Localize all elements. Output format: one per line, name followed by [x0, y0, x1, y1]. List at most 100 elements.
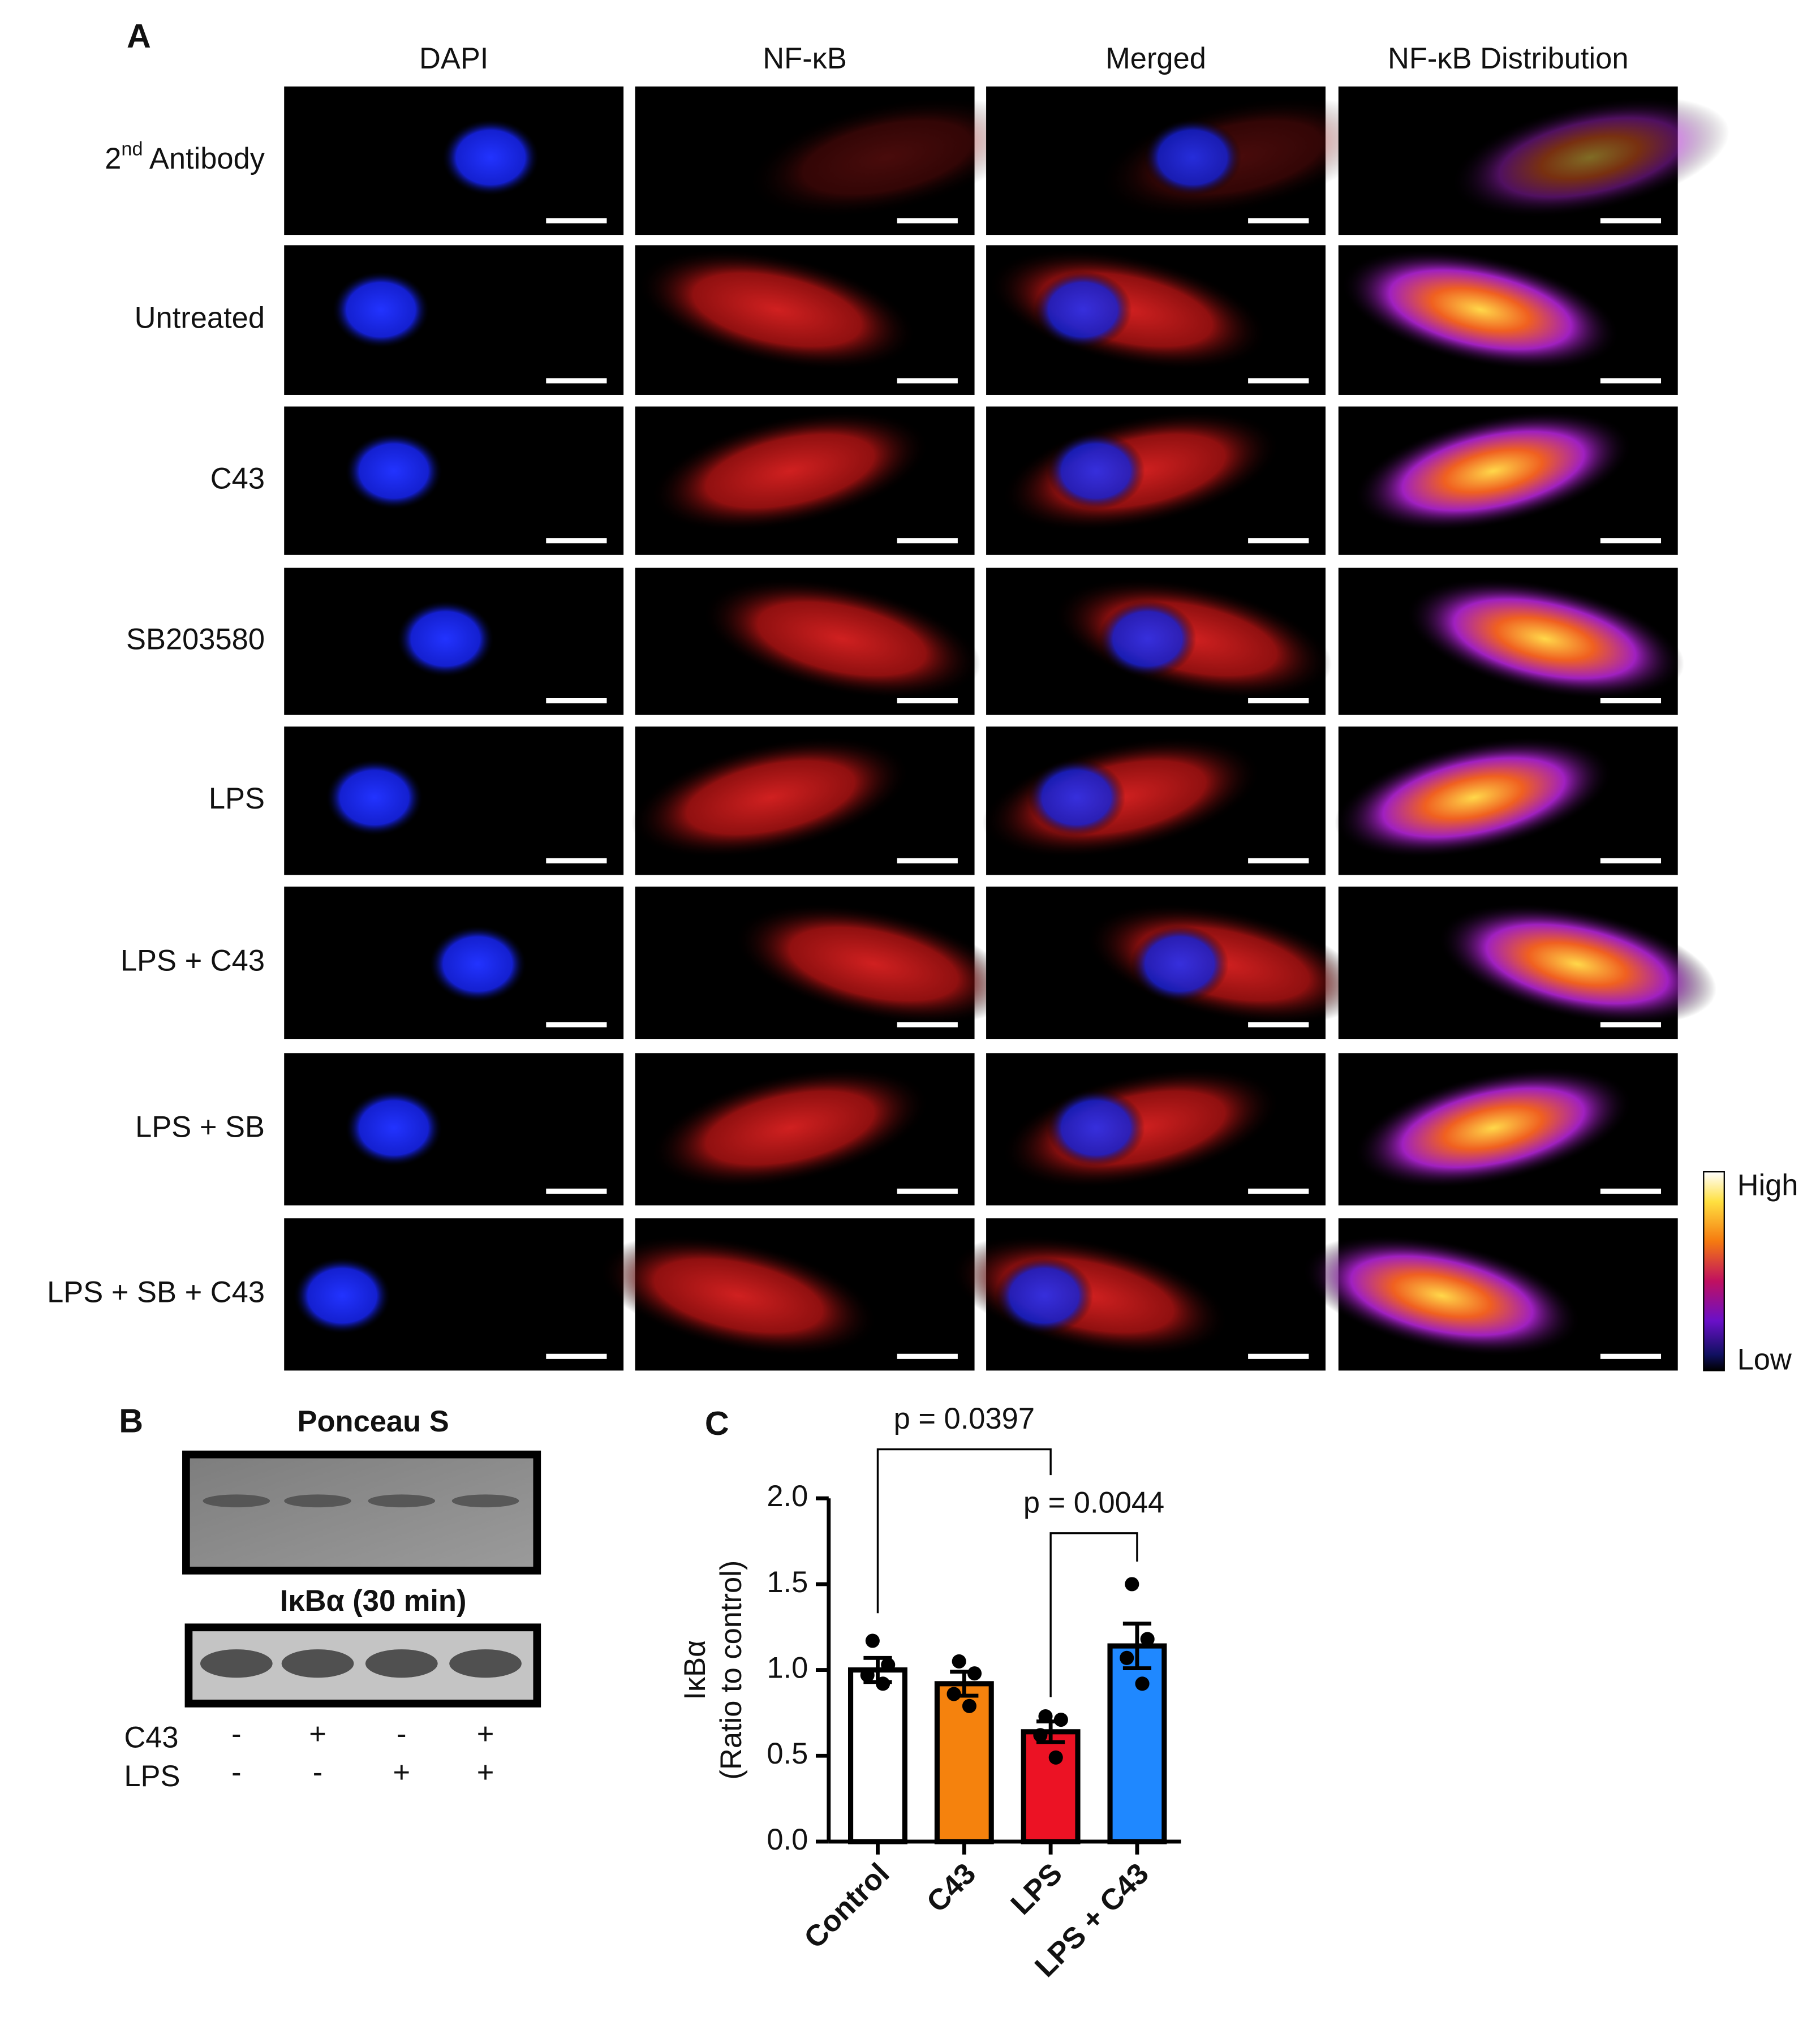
nucleus: [1034, 271, 1132, 349]
condition-sign: +: [393, 1756, 410, 1789]
cell-body: [1354, 410, 1633, 532]
cell-body: [1451, 97, 1729, 218]
micrograph: [284, 86, 624, 235]
micrograph: [1338, 245, 1678, 395]
nucleus: [995, 1257, 1094, 1335]
micrograph: [950, 1218, 1326, 1371]
micrograph: [1338, 406, 1678, 555]
micrograph: [284, 1218, 624, 1371]
blot-title: Ponceau S: [298, 1405, 449, 1438]
data-point: [1135, 1676, 1150, 1691]
nucleus: [428, 925, 527, 1003]
band: [200, 1649, 273, 1678]
cell-body: [1341, 249, 1620, 371]
nucleus: [332, 271, 430, 349]
data-point: [1053, 1713, 1068, 1727]
micrograph: [635, 1053, 975, 1206]
micrograph: [631, 726, 975, 875]
cell-body: [599, 1235, 878, 1357]
nucleus: [293, 1257, 391, 1335]
nucleus: [1047, 432, 1145, 510]
micrograph: [986, 1053, 1326, 1206]
data-point: [1038, 1709, 1053, 1724]
blot-title: IκBα (30 min): [280, 1585, 467, 1618]
micrograph: [1335, 726, 1678, 875]
row-label: LPS + C43: [121, 944, 265, 977]
row-label: LPS + SB + C43: [47, 1276, 265, 1309]
column-header: DAPI: [419, 42, 488, 75]
condition-sign: -: [313, 1756, 322, 1789]
data-point: [946, 1687, 961, 1701]
micrograph: [284, 406, 624, 555]
row-label: Untreated: [135, 302, 265, 335]
significance-label: p = 0.0397: [894, 1403, 1035, 1435]
band: [451, 1494, 519, 1508]
micrograph: [1338, 567, 1684, 715]
micrograph: [986, 406, 1326, 555]
band: [281, 1649, 354, 1678]
data-point: [865, 1633, 880, 1648]
bar: [934, 1681, 994, 1844]
micrograph: [1338, 1053, 1678, 1206]
column-header: NF-κB: [763, 42, 847, 75]
cell-body: [1335, 737, 1614, 858]
data-point: [1125, 1577, 1139, 1592]
condition-sign: -: [231, 1756, 241, 1789]
data-point: [1033, 1728, 1048, 1743]
condition-label: C43: [124, 1722, 178, 1755]
band: [203, 1494, 270, 1508]
bar: [848, 1667, 907, 1844]
nucleus: [345, 432, 443, 510]
data-point: [881, 1657, 896, 1672]
nucleus: [396, 600, 495, 678]
row-label: 2nd Antibody: [105, 139, 265, 175]
micrograph: [635, 245, 975, 395]
cell-body: [702, 578, 981, 700]
nucleus: [1027, 759, 1126, 837]
nucleus: [1098, 600, 1197, 678]
data-point: [860, 1668, 875, 1683]
micrograph: [986, 567, 1332, 715]
nucleus: [1047, 1089, 1145, 1167]
data-point: [952, 1654, 966, 1669]
y-tick-label: 1.0: [767, 1652, 808, 1684]
condition-sign: +: [309, 1718, 326, 1751]
micrograph: [635, 86, 1026, 235]
cell-body: [1438, 903, 1716, 1025]
panel-label: A: [127, 17, 151, 55]
micrograph: [635, 567, 981, 715]
micrograph: [1338, 86, 1729, 235]
micrograph-bg: [284, 1053, 624, 1206]
row-label: LPS: [209, 782, 265, 815]
column-header: NF-κB Distribution: [1388, 42, 1629, 75]
band: [368, 1494, 436, 1508]
cell-body: [638, 249, 917, 371]
bar: [1021, 1729, 1081, 1844]
row-label-part: 2: [105, 143, 121, 175]
nucleus: [345, 1089, 443, 1167]
condition-label: LPS: [124, 1760, 180, 1793]
micrograph: [284, 887, 624, 1039]
cell-body: [651, 1067, 930, 1189]
micrograph: [284, 245, 624, 395]
data-point: [967, 1666, 982, 1681]
micrograph: [1338, 887, 1716, 1039]
condition-sign: -: [397, 1718, 406, 1751]
row-label-part: Antibody: [149, 143, 265, 175]
micrograph: [635, 887, 1013, 1039]
row-label: SB203580: [126, 624, 265, 656]
data-point: [962, 1698, 976, 1713]
data-point: [1120, 1650, 1134, 1665]
data-point: [876, 1676, 890, 1691]
band: [284, 1494, 351, 1508]
y-tick-label: 0.5: [767, 1738, 808, 1770]
cell-body: [1354, 1067, 1633, 1189]
colorbar-low: Low: [1737, 1343, 1792, 1376]
x-tick-label: Control: [798, 1857, 896, 1955]
nucleus: [1143, 118, 1242, 196]
data-point: [1048, 1750, 1063, 1765]
significance-bracket: [876, 1448, 1052, 1614]
nucleus: [325, 759, 424, 837]
